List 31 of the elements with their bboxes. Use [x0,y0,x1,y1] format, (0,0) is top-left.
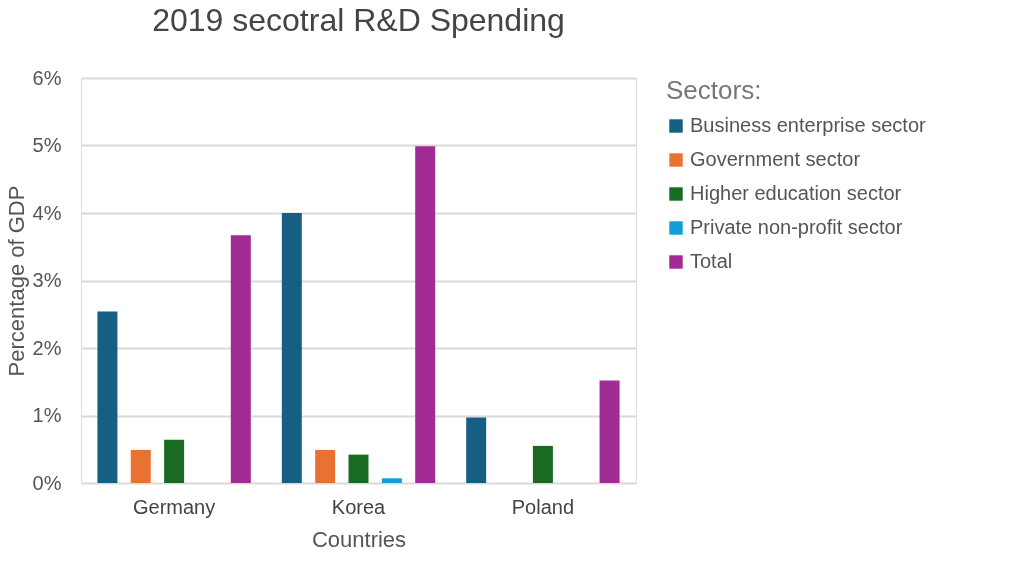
bar [532,445,553,483]
bar [281,213,302,483]
bar [315,449,336,483]
x-axis-title: Countries [311,526,407,552]
y-tick-label: 3% [32,269,62,291]
y-tick-label: 5% [32,134,62,156]
chart-title: 2019 secotral R&D Spending [152,2,565,38]
y-tick-label: 1% [32,404,62,426]
y-tick-label: 2% [32,336,62,359]
legend-label: Government sector [690,148,861,170]
bar [381,478,402,483]
legend-label: Business enterprise sector [690,114,926,136]
x-tick-label: Poland [511,495,575,518]
x-tick-label: Germany [132,495,216,518]
bar [97,311,118,483]
y-tick-label: 0% [32,471,62,494]
legend-label: Private non-profit sector [690,216,903,238]
bar [130,449,151,483]
legend-label: Total [690,250,733,272]
y-axis-title: Percentage of GDP [3,185,29,377]
legend-title: Sectors: [666,75,762,105]
legend-label: Higher education sector [690,182,902,204]
y-tick-label: 6% [32,66,62,89]
bar [466,417,487,483]
bar [415,146,436,483]
bar [599,380,620,483]
y-tick-label: 4% [32,201,62,224]
bar [348,454,369,483]
bar [230,235,251,483]
bar [164,439,185,483]
x-tick-label: Korea [331,495,387,518]
